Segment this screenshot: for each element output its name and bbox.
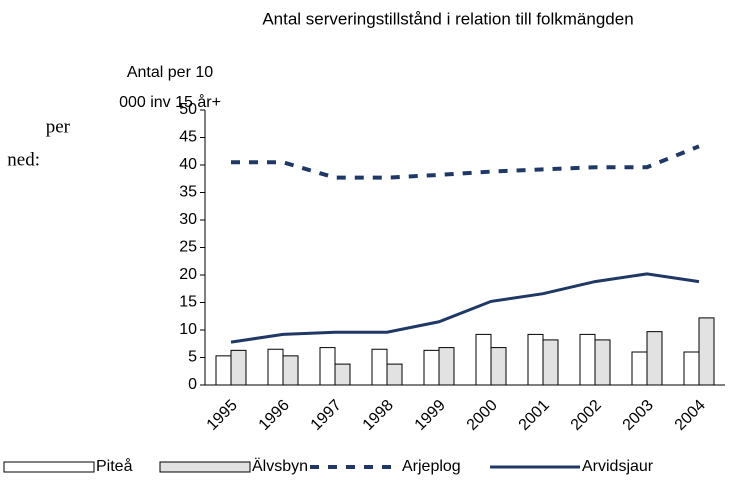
y-tick-label: 30: [179, 211, 197, 228]
x-tick-label: 2004: [672, 397, 709, 434]
x-tick-label: 2002: [568, 397, 605, 434]
bar: [215, 355, 232, 386]
x-tick-label: 1995: [204, 397, 241, 434]
bar: [527, 333, 544, 386]
bar: [631, 351, 648, 386]
bar: [334, 363, 351, 386]
bar: [371, 348, 388, 386]
bar: [230, 349, 247, 386]
legend-swatch: [159, 461, 251, 473]
y-tick-label: 40: [179, 156, 197, 173]
bar: [423, 349, 440, 386]
bar: [475, 333, 492, 386]
bar: [438, 347, 455, 386]
bar: [490, 347, 507, 386]
line: [230, 272, 700, 344]
legend-swatch: [3, 461, 95, 473]
bar: [646, 331, 663, 386]
y-tick-label: 15: [179, 294, 197, 311]
y-tick-label: 35: [179, 184, 197, 201]
bar: [319, 347, 336, 386]
bar: [698, 317, 715, 386]
x-tick-label: 1999: [412, 397, 449, 434]
x-tick-label: 1997: [308, 397, 345, 434]
y-tick-label: 5: [188, 349, 197, 366]
bar: [594, 339, 611, 386]
legend-label: Älvsbyn: [252, 457, 308, 475]
bar: [386, 363, 403, 386]
legend-label: Arvidsjaur: [582, 458, 654, 475]
y-tick-label: 50: [179, 101, 197, 118]
y-tick-label: 20: [179, 266, 197, 283]
legend-label: Arjeplog: [402, 458, 461, 475]
bar: [267, 348, 284, 386]
bar: [282, 355, 299, 386]
y-axis-label: Antal per 10: [127, 64, 213, 81]
x-tick-label: 2000: [464, 397, 501, 434]
x-tick-label: 1996: [256, 397, 293, 434]
chart-title: Antal serveringstillstånd i relation til…: [262, 9, 633, 28]
x-tick-label: 2003: [620, 397, 657, 434]
y-tick-label: 25: [179, 239, 197, 256]
y-tick-label: 0: [188, 376, 197, 393]
x-tick-label: 2001: [516, 397, 553, 434]
legend-label: Piteå: [96, 457, 133, 475]
y-tick-label: 10: [179, 321, 197, 338]
bar: [542, 339, 559, 386]
annotation: per: [46, 116, 71, 137]
y-axis-label: 000 inv 15 år+: [119, 93, 221, 111]
x-tick-label: 1998: [360, 397, 397, 434]
line: [231, 144, 700, 180]
bar: [683, 351, 700, 386]
bar: [579, 333, 596, 386]
annotation: ned:: [7, 149, 40, 170]
y-tick-label: 45: [179, 129, 197, 146]
